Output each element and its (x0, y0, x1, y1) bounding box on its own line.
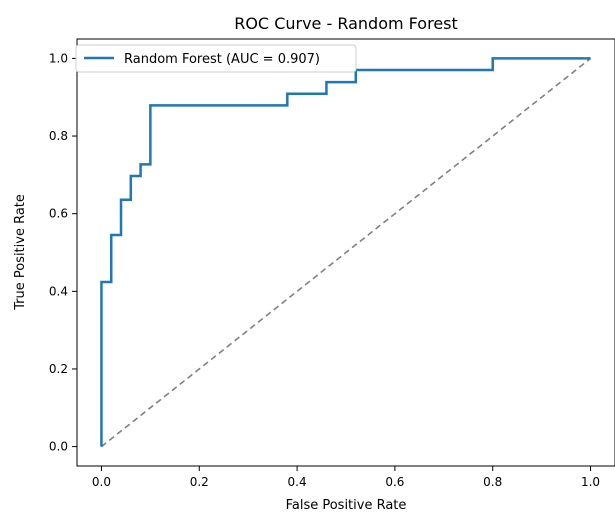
x-axis: 0.0 0.2 0.4 0.6 0.8 1.0 (92, 466, 600, 489)
y-tick-label: 0.6 (49, 207, 68, 221)
roc-curve-line (100, 57, 591, 447)
x-tick-label: 0.6 (385, 475, 404, 489)
plot-frame (76, 38, 615, 467)
y-tick-label: 0.4 (49, 284, 68, 298)
chart-title: ROC Curve - Random Forest (234, 14, 458, 33)
x-tick-label: 0.0 (92, 475, 111, 489)
legend: Random Forest (AUC = 0.907) (75, 44, 357, 73)
x-tick-label: 0.8 (483, 475, 502, 489)
y-axis: 0.0 0.2 0.4 0.6 0.8 1.0 (49, 51, 77, 454)
x-tick-label: 0.2 (190, 475, 209, 489)
legend-label: Random Forest (AUC = 0.907) (124, 52, 320, 67)
legend-box (75, 44, 357, 73)
series-layer (100, 57, 592, 448)
chance-diagonal-line (100, 57, 592, 448)
y-tick-label: 0.0 (49, 440, 68, 454)
y-tick-label: 0.2 (49, 362, 68, 376)
x-tick-label: 0.4 (288, 475, 307, 489)
y-tick-label: 1.0 (49, 51, 68, 65)
y-axis-label: True Positive Rate (13, 194, 28, 311)
y-tick-label: 0.8 (49, 129, 68, 143)
x-axis-label: False Positive Rate (286, 498, 407, 513)
x-tick-label: 1.0 (581, 475, 600, 489)
